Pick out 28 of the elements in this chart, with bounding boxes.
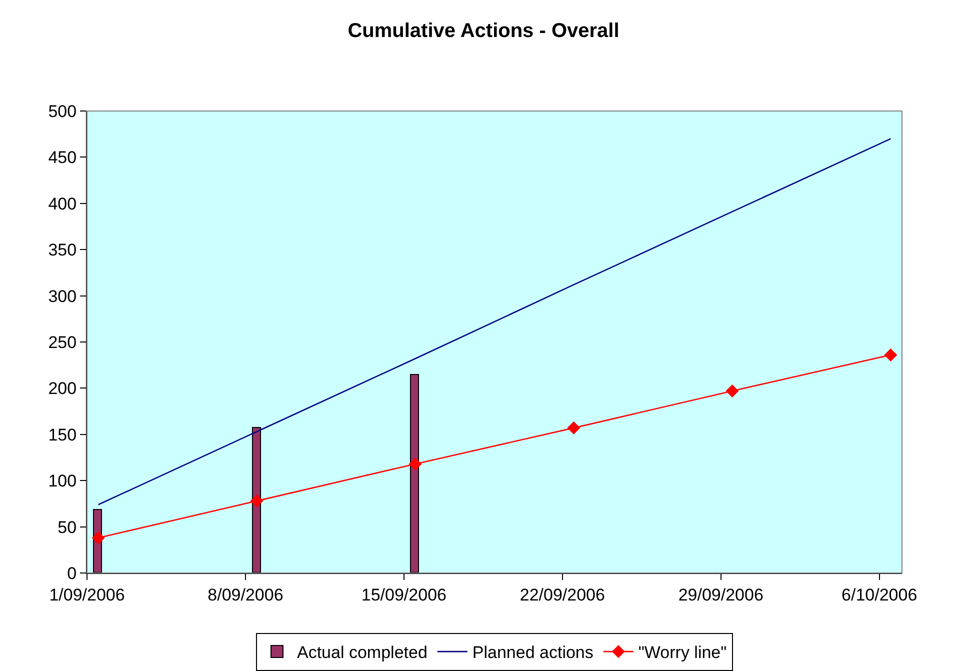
y-tick-label: 250 [48,332,77,352]
point [567,421,580,434]
y-tick-label: 400 [48,194,77,214]
y-tick-label: 200 [48,379,77,398]
chart-title: Cumulative Actions - Overall [348,20,620,42]
line-series [98,138,892,506]
x-tick-label: 22/09/2006 [520,585,605,604]
legend-label: Actual completed [297,643,428,662]
x-tick-label: 1/09/2006 [49,585,125,604]
legend-label: "Worry line" [638,643,727,662]
point [250,494,264,508]
y-tick-label: 0 [67,564,77,583]
legend-label: Planned actions [472,643,594,662]
y-tick-label: 150 [48,425,77,444]
y-tick-label: 500 [48,102,77,121]
y-tick-label: 350 [48,240,77,260]
x-tick-label: 8/09/2006 [208,585,284,604]
point [726,384,739,398]
y-tick-label: 100 [48,472,77,491]
point [92,531,105,544]
y-tick-label: 50 [58,518,77,537]
point [884,348,898,362]
x-tick-label: 6/10/2006 [842,585,918,604]
y-tick-label: 450 [48,148,77,168]
y-tick-label: 300 [48,286,77,306]
x-tick-label: 15/09/2006 [361,585,446,604]
point [408,457,422,470]
x-tick-label: 29/09/2006 [678,585,764,604]
